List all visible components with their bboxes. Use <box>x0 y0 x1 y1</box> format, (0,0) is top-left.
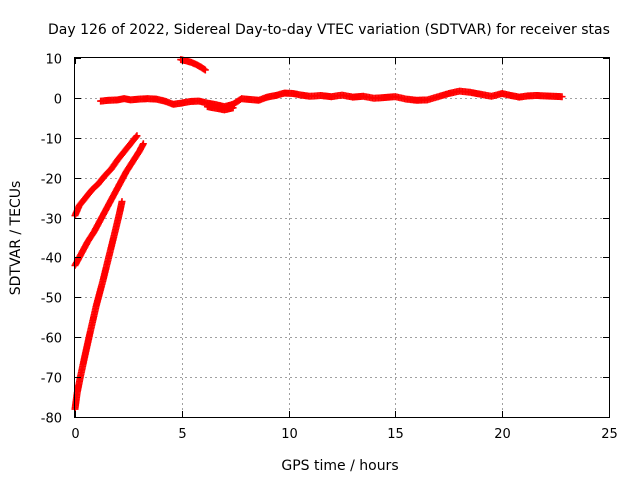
series-track-descending-c <box>71 198 126 413</box>
series-track-descending-b <box>71 140 147 269</box>
x-tick-label: 0 <box>71 427 79 442</box>
x-tick-label: 10 <box>281 427 298 442</box>
series-track-near-zero <box>97 87 566 111</box>
y-tick-label: -20 <box>41 173 62 188</box>
data-point <box>139 140 147 148</box>
data-point <box>133 132 141 140</box>
y-tick-label: -30 <box>41 213 62 228</box>
data-point <box>132 133 140 141</box>
plot-frame <box>74 57 610 418</box>
x-tick-label: 20 <box>494 427 511 442</box>
y-tick-label: 10 <box>45 53 62 68</box>
chart-title: Day 126 of 2022, Sidereal Day-to-day VTE… <box>48 22 610 38</box>
data-points <box>71 56 566 413</box>
grid <box>75 58 609 417</box>
series-track-lower-seg <box>203 103 237 114</box>
y-tick-label: -50 <box>41 292 62 307</box>
data-point <box>229 104 237 112</box>
x-tick-label: 15 <box>387 427 404 442</box>
y-axis-label: SDTVAR / TECUs <box>8 181 24 296</box>
x-tick-label: 25 <box>601 427 618 442</box>
x-axis-label: GPS time / hours <box>281 458 398 474</box>
series-track-top-short <box>177 56 209 74</box>
axis-ticks: 0 5 10 15 20 25 -80 -70 -60 -50 -40 -30 -20 -10 0 10 <box>41 53 618 443</box>
data-point <box>558 93 566 101</box>
y-tick-label: -70 <box>41 372 62 387</box>
x-tick-label: 5 <box>178 427 186 442</box>
y-tick-label: -40 <box>41 252 62 267</box>
data-point <box>118 198 126 206</box>
data-point <box>201 66 209 74</box>
y-tick-label: -10 <box>41 133 62 148</box>
y-tick-label: -80 <box>41 412 62 427</box>
y-tick-label: -60 <box>41 332 62 347</box>
y-tick-label: 0 <box>54 93 62 108</box>
series-track-descending-a <box>71 132 141 220</box>
